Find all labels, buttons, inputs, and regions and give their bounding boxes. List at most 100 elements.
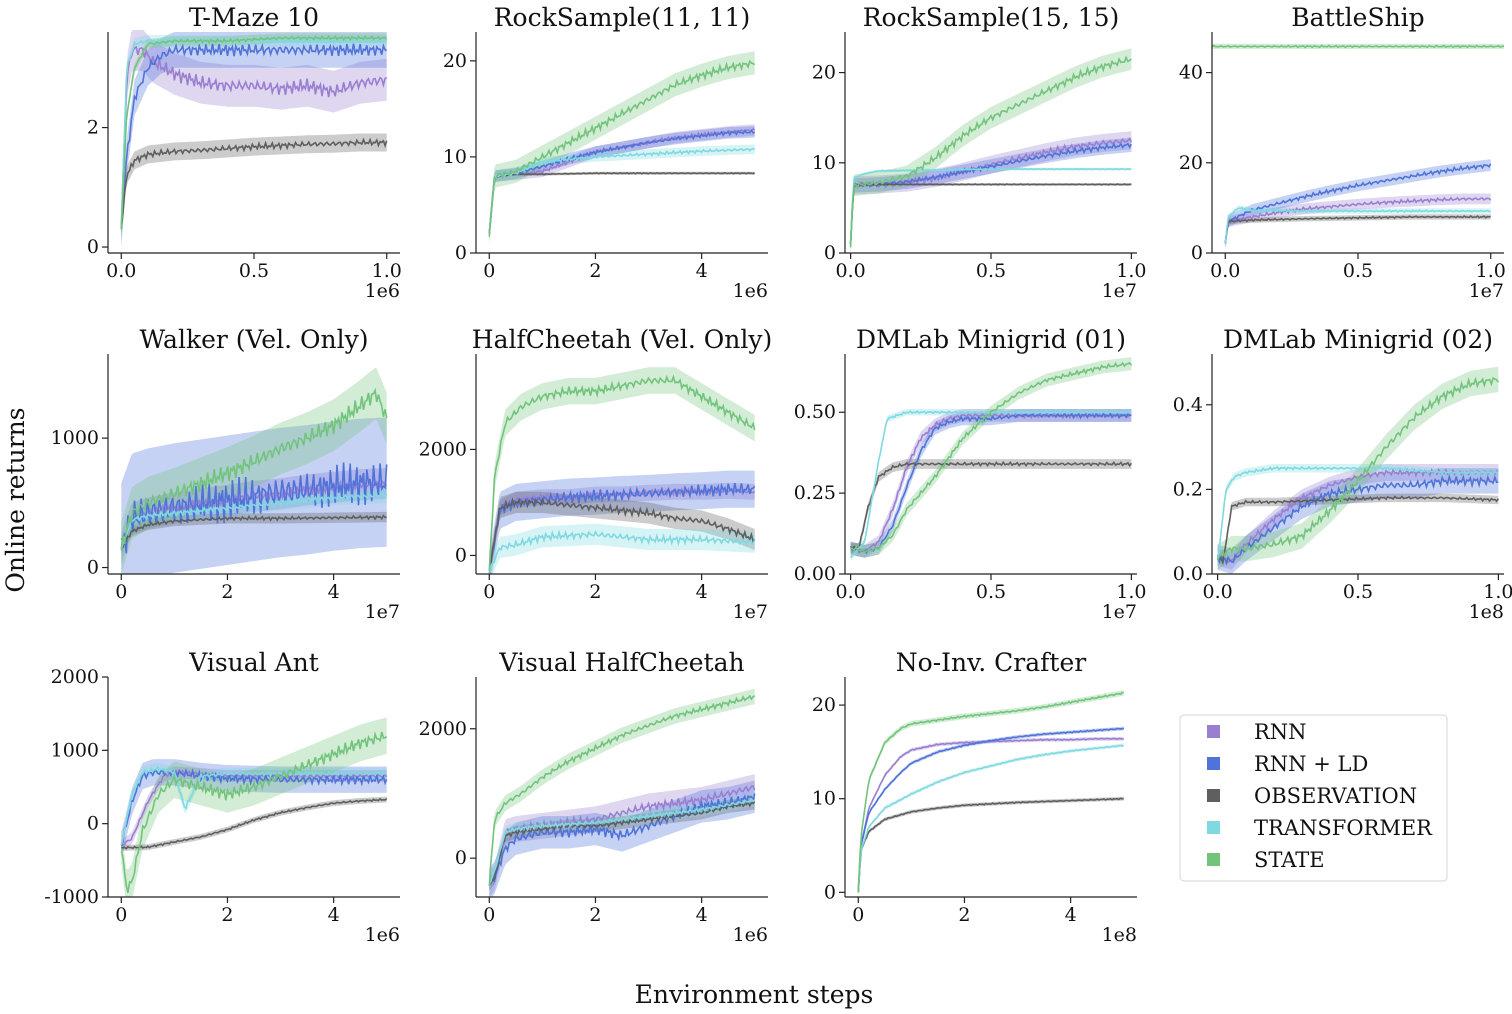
x-tick-label: 0 [115, 904, 127, 926]
band-transformer [121, 487, 387, 556]
band-rnn-ld [850, 409, 1132, 558]
band-state [121, 367, 387, 574]
band-rnn-ld [489, 126, 755, 240]
legend-label: RNN [1254, 720, 1307, 744]
x-tick-label: 2 [589, 904, 601, 926]
y-tick-label: 0 [87, 236, 99, 258]
y-tick-label: 0 [455, 242, 467, 264]
legend-item-transformer: TRANSFORMER [1207, 816, 1433, 840]
line-observation [849, 183, 1132, 244]
line-rnn-ld [120, 42, 388, 225]
band-rnn [489, 124, 755, 240]
x-tick-label: 0.5 [976, 260, 1006, 282]
x-tick-label: 0.0 [1210, 260, 1240, 282]
line-state [488, 694, 756, 886]
y-tick-label: 0 [1191, 242, 1203, 264]
line-rnn [488, 486, 756, 573]
x-tick-label: 0.0 [106, 260, 136, 282]
x-tick-label: 0.0 [1203, 581, 1233, 603]
band-rnn [850, 131, 1132, 253]
legend-item-state: STATE [1207, 848, 1325, 872]
band-transformer [489, 144, 755, 239]
x-multiplier: 1e6 [733, 280, 768, 302]
line-transformer [1216, 465, 1499, 561]
band-observation [489, 796, 755, 891]
x-tick-label: 0 [483, 904, 495, 926]
legend-label: RNN + LD [1254, 752, 1368, 776]
band-rnn [1225, 193, 1491, 250]
x-multiplier: 1e8 [1469, 601, 1504, 623]
x-tick-label: 0 [852, 904, 864, 926]
panel-title: RockSample(15, 15) [863, 3, 1120, 32]
line-state [857, 691, 1124, 893]
line-state [1212, 44, 1504, 49]
x-tick-label: 2 [589, 581, 601, 603]
y-tick-label: 20 [443, 50, 467, 72]
band-rnn-ld [489, 780, 755, 897]
x-tick-label: 0.5 [239, 260, 269, 282]
panel-title: T-Maze 10 [189, 3, 319, 32]
x-tick-label: 4 [328, 904, 340, 926]
line-transformer [488, 529, 756, 573]
band-state [858, 690, 1124, 896]
y-tick-label: 0.50 [794, 401, 836, 423]
x-tick-label: 2 [221, 581, 233, 603]
x-axis-label: Environment steps [635, 980, 874, 1009]
line-rnn-ld [120, 462, 388, 554]
line-rnn-ld [857, 727, 1125, 893]
y-tick-label: 2000 [51, 666, 99, 688]
legend-swatch [1207, 853, 1220, 866]
x-multiplier: 1e6 [365, 924, 400, 946]
legend-label: OBSERVATION [1254, 784, 1417, 808]
y-tick-label: 1000 [51, 427, 99, 449]
legend-label: STATE [1254, 848, 1325, 872]
line-transformer [1224, 206, 1491, 245]
band-rnn-ld [858, 726, 1124, 895]
panel-title: DMLab Minigrid (02) [1223, 325, 1493, 354]
y-axis-label: Online returns [1, 407, 30, 592]
line-observation [489, 800, 756, 884]
x-multiplier: 1e7 [365, 601, 400, 623]
line-observation [121, 514, 387, 548]
line-observation [1224, 214, 1491, 244]
line-rnn [1224, 196, 1492, 244]
x-tick-label: 1.0 [1483, 581, 1512, 603]
band-observation [121, 133, 387, 239]
y-tick-label: 10 [812, 152, 836, 174]
x-multiplier: 1e7 [733, 601, 768, 623]
line-rnn [120, 45, 388, 230]
panel-title: No-Inv. Crafter [896, 648, 1086, 677]
line-rnn [121, 768, 388, 846]
y-tick-label: 10 [812, 788, 836, 810]
y-tick-label: 2000 [419, 438, 467, 460]
x-tick-label: 0.0 [836, 260, 866, 282]
x-tick-label: 4 [696, 581, 708, 603]
x-multiplier: 1e7 [1469, 280, 1504, 302]
x-tick-label: 0 [115, 581, 127, 603]
x-tick-label: 0 [483, 260, 495, 282]
legend: RNN RNN + LD OBSERVATION TRANSFORMER STATE [1179, 714, 1448, 882]
y-tick-label: 0 [824, 242, 836, 264]
x-tick-label: 2 [221, 904, 233, 926]
y-tick-label: 0 [455, 544, 467, 566]
panel-no-inv-crafter: No-Inv. Crafter 0 2 4 0 10 20 1e8 [812, 648, 1137, 946]
legend-swatch [1207, 757, 1220, 770]
x-tick-label: 1.0 [1116, 260, 1146, 282]
line-state [488, 374, 756, 571]
x-multiplier: 1e7 [1102, 280, 1137, 302]
line-observation [850, 460, 1133, 551]
band-state [121, 717, 387, 897]
y-tick-label: 0.2 [1173, 478, 1203, 500]
y-tick-label: 0.0 [1173, 563, 1203, 585]
y-tick-label: 40 [1179, 62, 1203, 84]
y-tick-label: 0.25 [794, 482, 836, 504]
x-tick-label: 2 [589, 260, 601, 282]
band-observation [850, 459, 1132, 553]
band-rnn [850, 409, 1132, 558]
line-state [120, 34, 388, 230]
line-transformer [488, 147, 755, 233]
line-state [849, 55, 1132, 248]
band-transformer [1217, 464, 1499, 566]
